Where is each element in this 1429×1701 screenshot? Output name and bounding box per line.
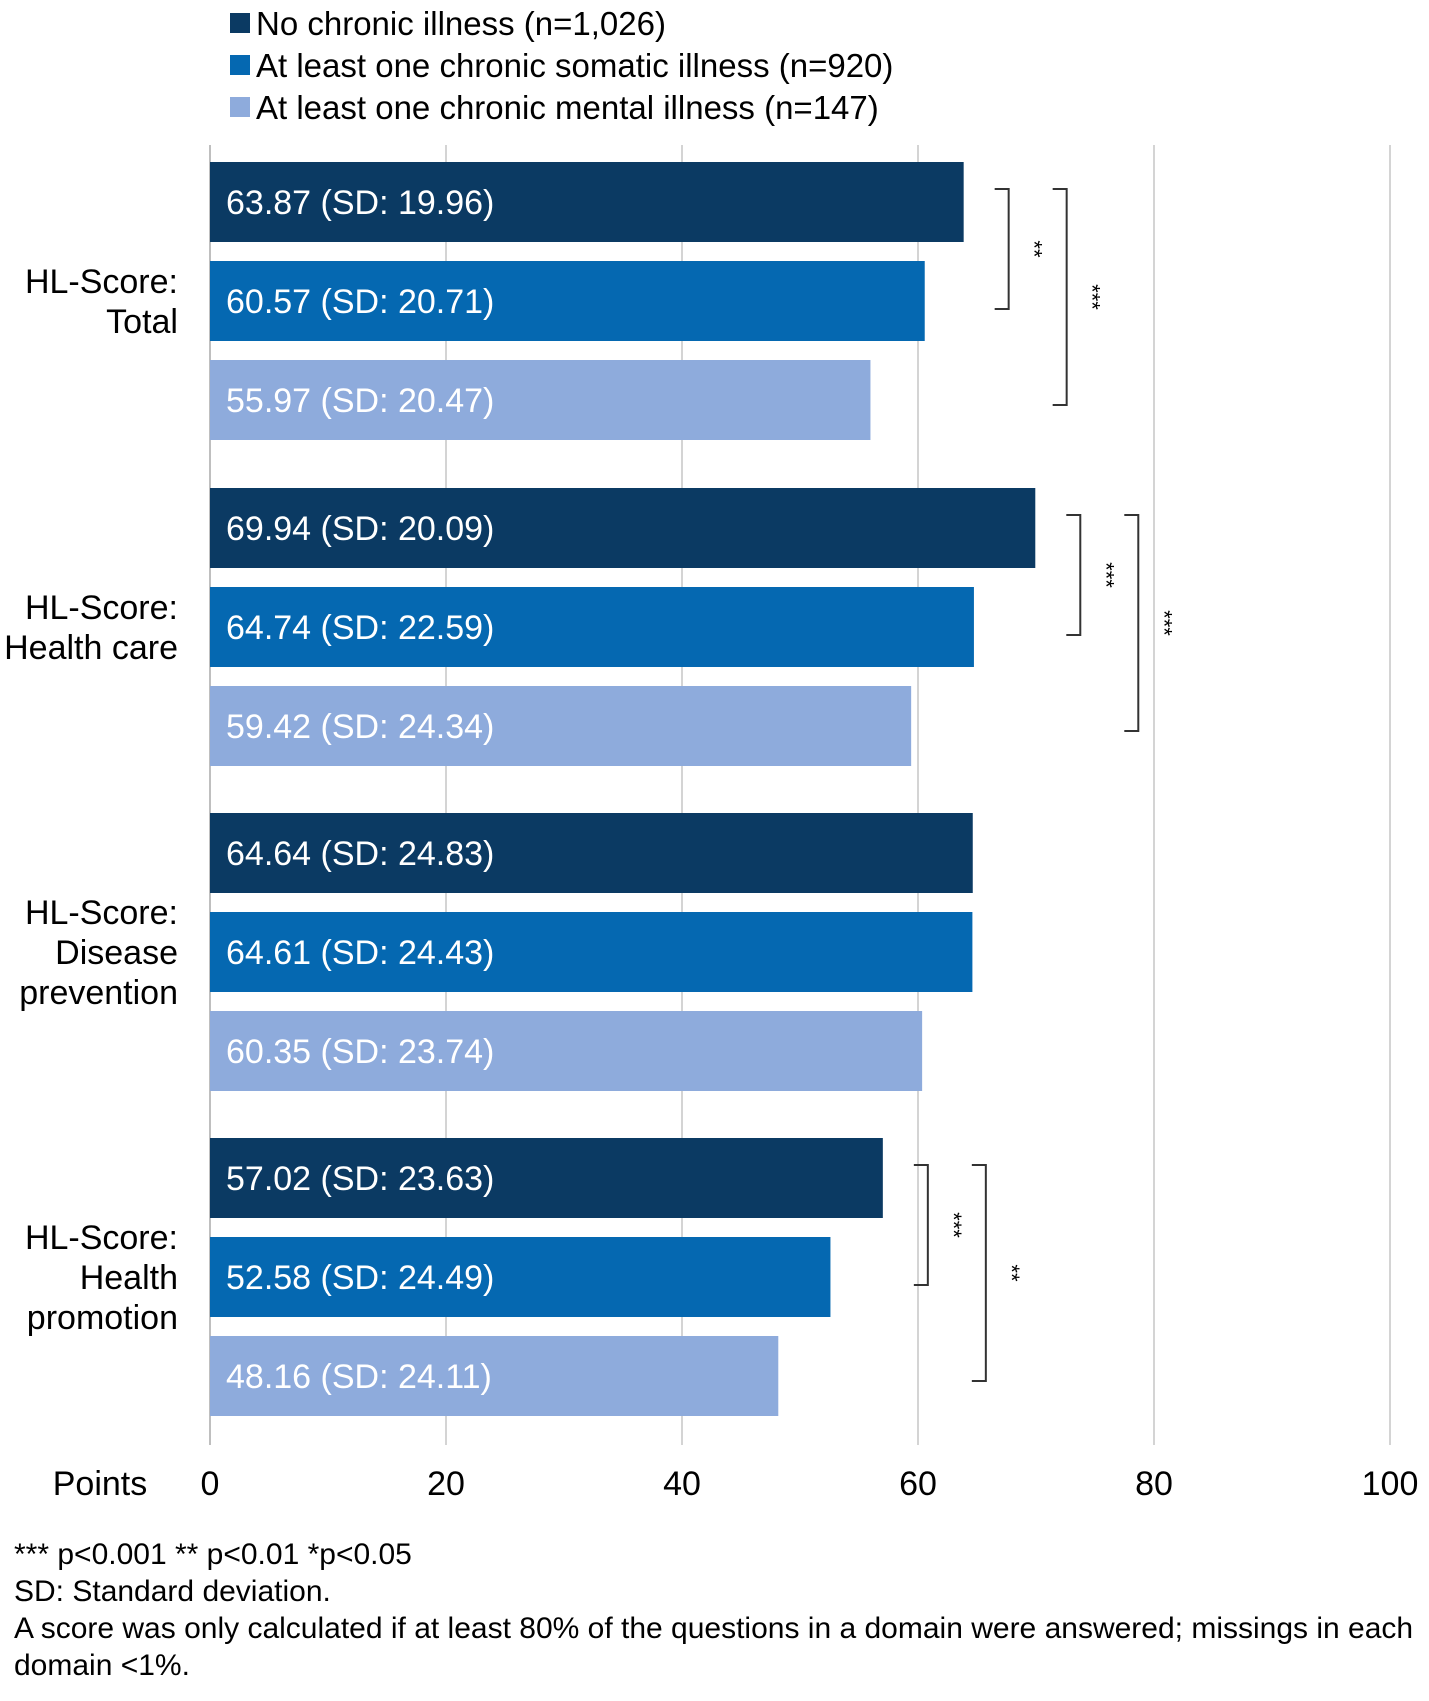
significance-bracket [913,1164,929,1286]
significance-label: ** [1022,240,1047,258]
footnote-significance: *** p<0.001 ** p<0.01 *p<0.05 [14,1538,412,1571]
bar [210,813,973,893]
category-label: HL-Score: [25,263,178,301]
x-axis-label: Points [53,1465,148,1503]
bar-data-label: 52.58 (SD: 24.49) [226,1259,494,1297]
significance-label: *** [1093,562,1118,588]
bar [210,1011,923,1091]
bar-data-label: 69.94 (SD: 20.09) [226,510,494,548]
category-label: promotion [27,1299,178,1337]
category-label: prevention [19,974,178,1012]
category-label: HL-Score: [25,894,178,932]
x-tick-label: 20 [427,1465,465,1503]
x-tick-label: 80 [1135,1465,1173,1503]
bar [210,261,925,341]
legend-swatch [230,13,250,33]
bar-data-label: 64.61 (SD: 24.43) [226,934,494,972]
bar-data-label: 55.97 (SD: 20.47) [226,382,494,420]
bar [210,488,1036,568]
category-label: Health [80,1259,178,1297]
bar [210,686,912,766]
footnotes: *** p<0.001 ** p<0.01 *p<0.05 SD: Standa… [14,1536,1414,1684]
x-tick-label: 100 [1362,1465,1419,1503]
bar-data-label: 48.16 (SD: 24.11) [226,1358,492,1396]
footnote-sd: SD: Standard deviation. [14,1575,331,1608]
significance-label: *** [941,1212,966,1238]
x-tick-label: 0 [201,1465,220,1503]
bar [210,1138,883,1218]
legend-entry: No chronic illness (n=1,026) [256,5,666,42]
bar [210,587,974,667]
bar-data-label: 57.02 (SD: 23.63) [226,1160,494,1198]
significance-label: ** [999,1264,1024,1282]
significance-bracket [994,188,1010,310]
health-literacy-bar-chart: 0 20 40 60 80 100 Points No chronic illness (n=… [4,5,1419,1503]
legend-swatch [230,97,250,117]
bar [210,162,964,242]
category-label: Total [106,303,178,341]
bar [210,1237,831,1317]
footnote-missings: A score was only calculated if at least … [14,1612,1414,1682]
bar-data-label: 64.64 (SD: 24.83) [226,835,494,873]
legend-entry: At least one chronic mental illness (n=1… [256,89,879,126]
category-label: HL-Score: [25,1219,178,1257]
significance-bracket [971,1164,987,1382]
bar-data-label: 60.57 (SD: 20.71) [226,283,494,321]
x-tick-label: 40 [663,1465,701,1503]
bar [210,360,871,440]
significance-bracket [1052,188,1068,406]
bar [210,1336,779,1416]
category-label: Disease [55,934,178,972]
significance-bracket [1066,514,1082,636]
legend-entry: At least one chronic somatic illness (n=… [256,47,893,84]
category-label: HL-Score: [25,589,178,627]
bar [210,912,973,992]
significance-bracket [1124,514,1140,732]
bar-data-label: 64.74 (SD: 22.59) [226,609,494,647]
bar-data-label: 59.42 (SD: 24.34) [226,708,494,746]
bar-data-label: 63.87 (SD: 19.96) [226,184,494,222]
significance-label: *** [1151,610,1176,636]
x-tick-label: 60 [899,1465,937,1503]
legend-swatch [230,55,250,75]
bar-data-label: 60.35 (SD: 23.74) [226,1033,494,1071]
category-label: Health care [4,629,178,667]
significance-label: *** [1080,284,1105,310]
